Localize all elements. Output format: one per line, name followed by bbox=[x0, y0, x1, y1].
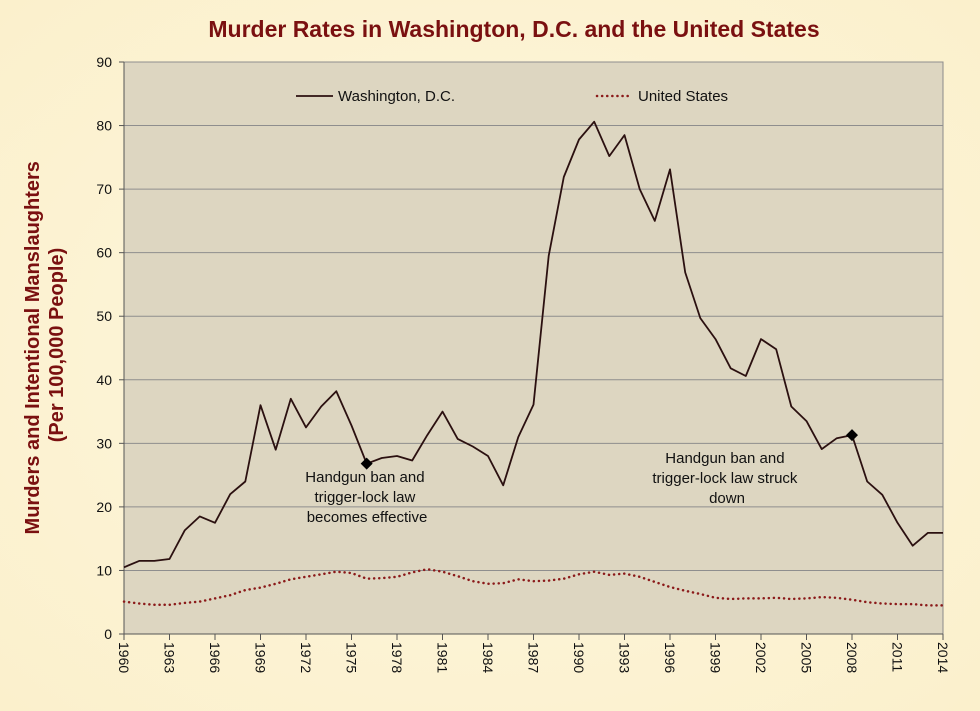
x-tick-label: 2005 bbox=[799, 642, 815, 673]
y-tick-label: 70 bbox=[96, 181, 112, 197]
x-tick-label: 1996 bbox=[662, 642, 678, 673]
y-axis-label-line-1: Murders and Intentional Manslaughters bbox=[22, 161, 44, 534]
x-tick-label: 1978 bbox=[389, 642, 405, 673]
x-tick-label: 1984 bbox=[480, 642, 496, 673]
x-tick-label: 2002 bbox=[753, 642, 769, 673]
annotation-ban-effective: Handgun ban and trigger-lock law becomes… bbox=[305, 469, 428, 526]
x-tick-label: 2011 bbox=[890, 642, 906, 672]
annotation-ban-effective-line-1: Handgun ban and bbox=[305, 469, 424, 486]
legend-label-united-states: United States bbox=[638, 88, 728, 105]
y-tick-label: 80 bbox=[96, 118, 112, 134]
y-tick-label: 10 bbox=[96, 562, 112, 578]
y-tick-label: 30 bbox=[96, 435, 112, 451]
y-tick-label: 50 bbox=[96, 308, 112, 324]
marker-ban-effective bbox=[360, 457, 373, 470]
annotation-ban-struck-down-line-1: Handgun ban and bbox=[665, 450, 784, 467]
x-tick-label: 1993 bbox=[617, 642, 633, 673]
y-axis-label-line-2: (Per 100,000 People) bbox=[46, 248, 68, 443]
annotation-ban-struck-down-line-2: trigger-lock law struck bbox=[652, 470, 798, 487]
x-tick-label: 1987 bbox=[526, 642, 542, 673]
y-tick-label: 20 bbox=[96, 499, 112, 515]
annotation-ban-struck-down-line-3: down bbox=[709, 490, 745, 507]
x-tick-label: 1990 bbox=[571, 642, 587, 673]
x-tick-label: 1999 bbox=[708, 642, 724, 673]
y-tick-label: 90 bbox=[96, 54, 112, 70]
series-line-washington-dc bbox=[123, 120, 943, 569]
x-tick-label: 1960 bbox=[116, 642, 132, 673]
x-tick-label: 1969 bbox=[253, 642, 269, 673]
x-tick-label: 1963 bbox=[162, 642, 178, 673]
x-tick-label: 2014 bbox=[935, 642, 951, 673]
annotation-ban-effective-line-3: becomes effective bbox=[307, 509, 428, 526]
y-tick-label: 60 bbox=[96, 245, 112, 261]
x-tick-label: 1975 bbox=[344, 642, 360, 673]
x-tick-label: 1972 bbox=[298, 642, 314, 673]
series-line-united-states bbox=[122, 567, 945, 607]
legend-label-washington-dc: Washington, D.C. bbox=[338, 88, 455, 105]
y-tick-label: 40 bbox=[96, 372, 112, 388]
x-tick-label: 2008 bbox=[844, 642, 860, 673]
marker-ban-struck-down bbox=[846, 429, 858, 442]
y-axis-label: Murders and Intentional Manslaughters (P… bbox=[22, 156, 68, 535]
x-tick-label: 1966 bbox=[207, 642, 223, 673]
annotation-ban-effective-line-2: trigger-lock law bbox=[314, 489, 415, 506]
plot-area bbox=[123, 61, 944, 635]
x-tick-label: 1981 bbox=[435, 642, 451, 673]
annotation-ban-struck-down: Handgun ban and trigger-lock law struck … bbox=[652, 450, 801, 507]
chart-title: Murder Rates in Washington, D.C. and the… bbox=[208, 16, 819, 42]
y-tick-label: 0 bbox=[104, 626, 112, 642]
